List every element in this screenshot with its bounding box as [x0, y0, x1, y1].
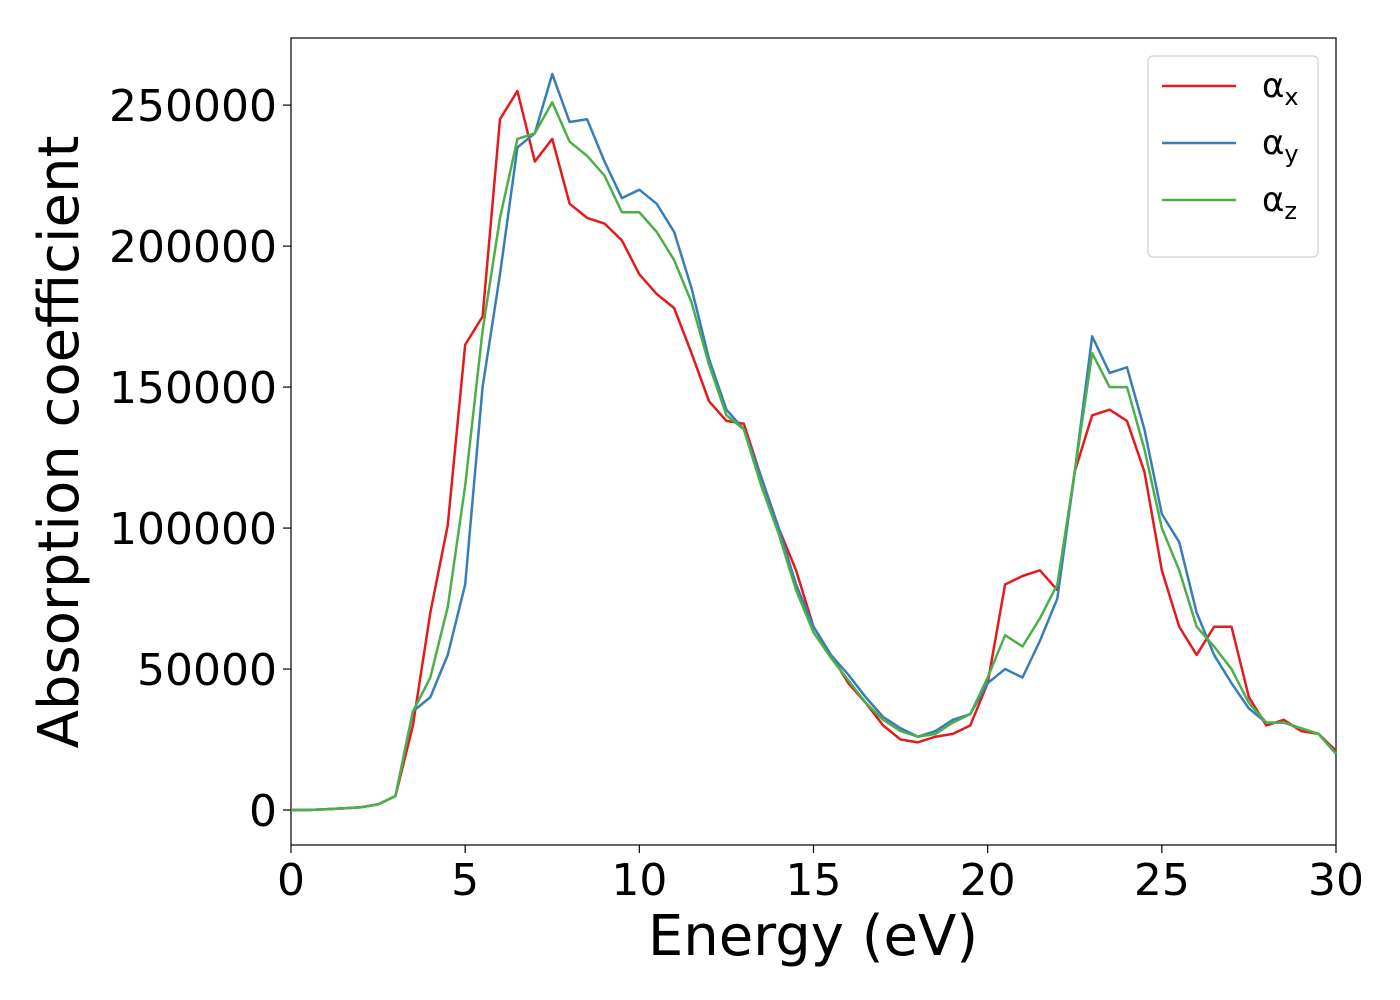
series-line	[291, 72, 1337, 812]
x-tick-label: 5	[451, 855, 479, 906]
x-tick-label: 20	[960, 855, 1016, 906]
y-tick-label: 250000	[109, 81, 277, 132]
legend-box	[1147, 55, 1319, 258]
y-tick-label: 0	[249, 786, 277, 837]
x-tick-label: 0	[277, 855, 305, 906]
x-tick-label: 15	[786, 855, 842, 906]
x-tick-label: 10	[611, 855, 667, 906]
x-axis-label: Energy (eV)	[648, 904, 978, 969]
y-tick-label: 50000	[137, 645, 277, 696]
legend-label: αy	[1262, 123, 1299, 168]
y-tick-label: 100000	[109, 504, 277, 555]
legend-label: αz	[1262, 180, 1297, 225]
y-axis-label: Absorption coefficient	[27, 136, 92, 749]
x-tick-label: 30	[1308, 855, 1364, 906]
x-tick-label: 25	[1134, 855, 1190, 906]
y-tick-label: 200000	[109, 222, 277, 273]
y-tick-label: 150000	[109, 363, 277, 414]
series-line	[291, 101, 1337, 812]
legend-label: αx	[1262, 66, 1299, 111]
